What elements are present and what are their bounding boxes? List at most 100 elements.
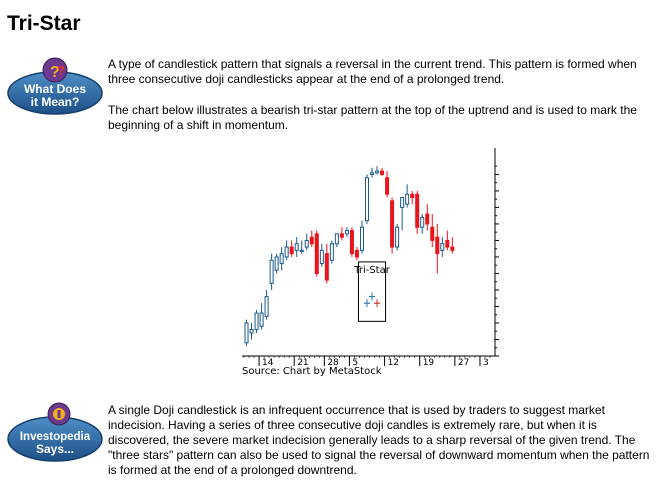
candle-body	[400, 197, 405, 208]
candle-down	[450, 237, 455, 254]
legend-box-border	[357, 261, 387, 322]
tristar-doji-mark	[369, 292, 376, 301]
candle-up	[299, 240, 304, 254]
candle-body	[344, 230, 349, 235]
investopedia-logo-icon	[47, 402, 71, 426]
candle-body	[364, 177, 370, 222]
x-tick-label: 27	[458, 358, 469, 368]
candle-body	[435, 236, 440, 255]
candle-up	[294, 237, 299, 257]
candle-up	[249, 322, 254, 340]
candle-up	[405, 184, 410, 208]
candle-down	[445, 230, 450, 251]
candle-body	[430, 226, 435, 241]
x-axis: 14 21 28 5 12 19 27 3	[243, 356, 491, 368]
candle-body	[314, 233, 319, 274]
investopedia-says-paragraph: A single Doji candlestick is an infreque…	[108, 403, 650, 477]
candle-up	[329, 240, 334, 264]
page-title: Tri-Star	[7, 12, 81, 35]
candle-down	[410, 190, 415, 205]
candle-body	[339, 233, 344, 238]
candle-body	[299, 249, 304, 253]
badge-text-line1: What Does	[24, 82, 86, 96]
x-tick-label: 19	[423, 358, 435, 368]
x-tick-label: 5	[352, 358, 358, 368]
candle-body	[264, 296, 269, 317]
candle-down	[339, 227, 344, 241]
candle-down	[289, 240, 294, 257]
candle-body	[304, 239, 309, 248]
candle-body	[440, 243, 445, 251]
candle-body	[370, 172, 375, 175]
what-does-it-mean-badge: ? ? What Does it Mean?	[7, 57, 103, 115]
candle-down	[314, 230, 319, 277]
candle-body	[334, 233, 339, 245]
candle-up	[254, 309, 259, 333]
candle-up	[244, 319, 249, 347]
candle-body	[289, 246, 294, 255]
svg-text:?: ?	[57, 63, 65, 78]
candle-down	[415, 190, 420, 234]
candle-up	[420, 214, 425, 234]
candle-body	[309, 236, 314, 245]
candle-body	[354, 249, 359, 258]
candle-down	[309, 230, 314, 248]
y-axis: 49.549.048.548.047.547.046.546.045.545.0…	[495, 165, 531, 363]
candle-body	[405, 193, 410, 205]
candle-down	[324, 243, 329, 284]
candle-body	[425, 213, 430, 225]
candle-up	[269, 253, 274, 290]
candle-body	[329, 243, 334, 261]
candle-body	[385, 177, 390, 195]
candle-up	[319, 243, 324, 267]
x-tick-label: 12	[388, 358, 399, 368]
candle-body	[415, 193, 420, 228]
x-tick-label: 28	[327, 358, 339, 368]
legend-label: Tri-Star	[353, 265, 391, 276]
candle-body	[420, 216, 425, 228]
tristar-candlestick-chart: 49.549.048.548.047.547.046.546.045.545.0…	[240, 144, 531, 380]
candle-body	[395, 226, 400, 248]
x-tick-label: 14	[262, 358, 274, 368]
chart-source-caption: Source: Chart by MetaStock	[242, 366, 382, 377]
candle-body	[274, 256, 279, 271]
tristar-legend-box: Tri-Star	[353, 261, 391, 322]
candle-up	[274, 253, 279, 274]
definition-paragraph: A type of candlestick pattern that signa…	[108, 57, 637, 86]
candle-down	[354, 247, 359, 261]
candle-down	[380, 167, 385, 177]
candle-body	[324, 253, 329, 281]
candle-body	[450, 246, 455, 251]
candle-body	[390, 200, 395, 248]
candle-up	[334, 233, 339, 248]
candle-down	[349, 227, 354, 257]
candle-up	[359, 220, 364, 254]
candle-up	[264, 289, 269, 320]
candle-body	[284, 246, 289, 258]
badge-text-line2: Says...	[36, 442, 74, 456]
candle-body	[279, 253, 284, 265]
tristar-doji-mark	[364, 299, 370, 308]
candle-down	[385, 171, 390, 198]
candle-body	[445, 239, 450, 248]
candle-body	[294, 243, 299, 251]
candle-up	[304, 233, 309, 251]
candle-body	[410, 193, 415, 199]
candle-body	[359, 226, 364, 251]
candle-up	[375, 166, 380, 175]
candle-down	[390, 197, 395, 254]
candle-body	[380, 170, 385, 175]
candle-down	[435, 223, 440, 274]
badge-text-line1: Investopedia	[20, 431, 91, 443]
chart-description-paragraph: The chart below illustrates a bearish tr…	[108, 103, 637, 132]
candle-down	[425, 204, 430, 231]
candle-body	[244, 322, 249, 344]
candle-up	[284, 240, 289, 261]
candle-body	[375, 170, 380, 174]
candle-body	[319, 249, 324, 265]
candles-group	[244, 166, 455, 347]
tristar-doji-mark	[374, 299, 381, 308]
question-marks-icon: ? ?	[42, 57, 68, 83]
candle-up	[364, 174, 370, 224]
investopedia-says-badge: Investopedia Says...	[7, 402, 103, 462]
